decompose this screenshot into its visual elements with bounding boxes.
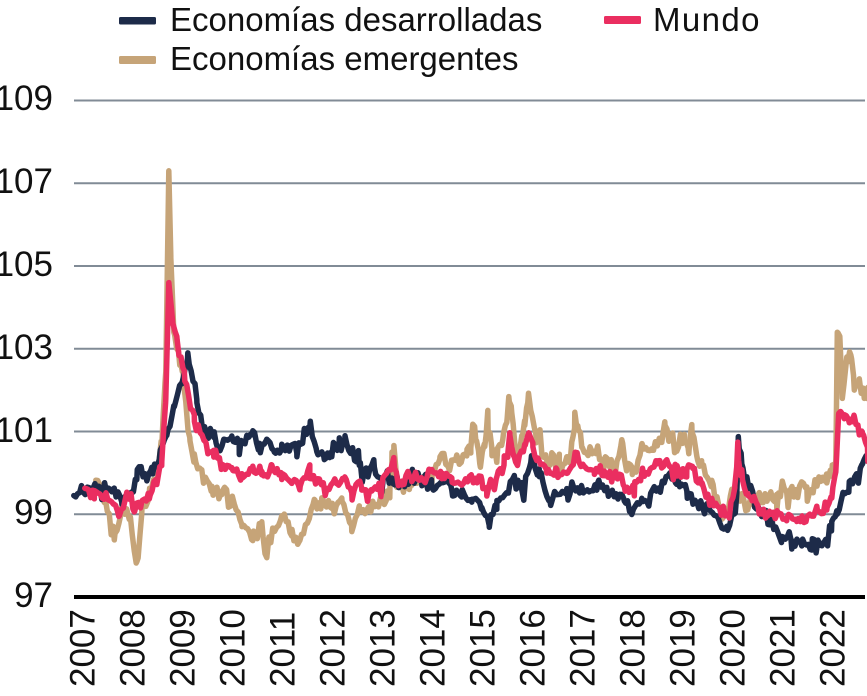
svg-text:2012: 2012 (313, 609, 352, 687)
svg-text:2022: 2022 (813, 609, 852, 687)
svg-text:2018: 2018 (613, 609, 652, 687)
svg-text:2010: 2010 (213, 609, 252, 687)
svg-text:2008: 2008 (113, 609, 152, 687)
svg-text:2011: 2011 (263, 612, 302, 687)
svg-text:Economías desarrolladas: Economías desarrolladas (170, 1, 542, 38)
svg-text:2007: 2007 (63, 609, 102, 687)
svg-text:2019: 2019 (663, 609, 702, 687)
svg-text:97: 97 (14, 576, 53, 615)
svg-text:101: 101 (0, 411, 53, 450)
svg-text:2021: 2021 (763, 609, 802, 687)
svg-text:105: 105 (0, 245, 53, 284)
svg-text:2016: 2016 (513, 609, 552, 687)
svg-text:2017: 2017 (563, 609, 602, 687)
svg-text:109: 109 (0, 79, 53, 118)
svg-text:2015: 2015 (463, 609, 502, 687)
svg-text:Economías emergentes: Economías emergentes (170, 40, 519, 77)
svg-text:2013: 2013 (363, 609, 402, 687)
svg-text:99: 99 (14, 493, 53, 532)
svg-text:103: 103 (0, 328, 53, 367)
svg-text:2020: 2020 (713, 609, 752, 687)
svg-text:Mundo: Mundo (653, 1, 761, 38)
svg-text:2009: 2009 (163, 609, 202, 687)
svg-text:2014: 2014 (413, 609, 452, 687)
svg-text:107: 107 (0, 162, 53, 201)
